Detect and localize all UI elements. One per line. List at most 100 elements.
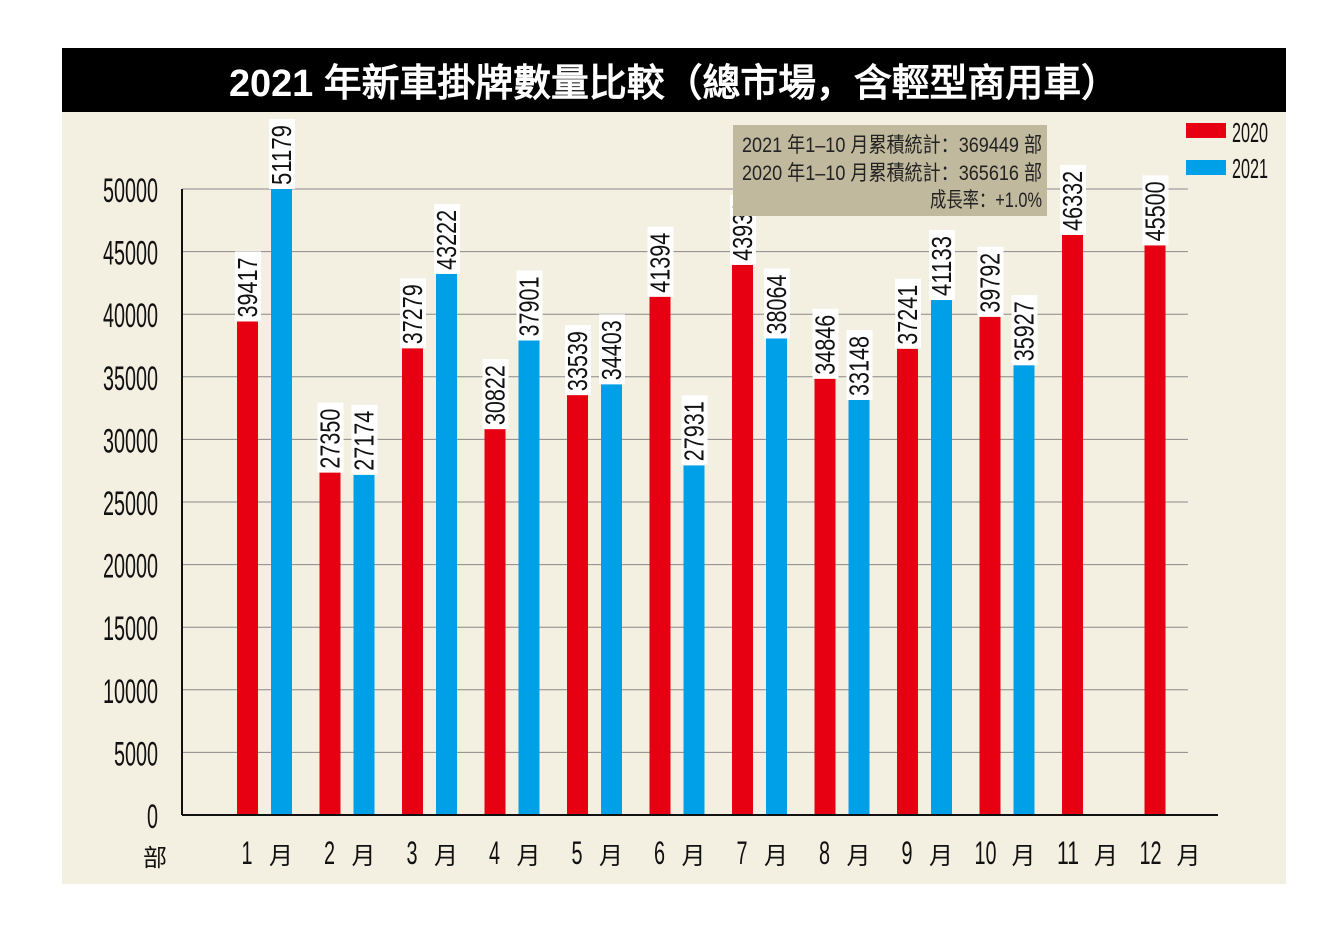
- x-tick-label: 12: [1140, 835, 1162, 871]
- x-tick-label: 6: [654, 835, 665, 871]
- x-tick-label: 7: [737, 835, 748, 871]
- data-label-background: [317, 402, 344, 473]
- data-label: 30822: [480, 365, 511, 425]
- annotation-line-3: 成長率：+1.0%: [930, 189, 1042, 212]
- x-tick-label: 9: [902, 835, 913, 871]
- data-label: 33148: [844, 336, 875, 396]
- x-tick-label: 11: [1057, 835, 1079, 871]
- data-label-background: [351, 404, 378, 475]
- data-label: 37901: [514, 276, 545, 336]
- data-label-background: [812, 308, 839, 379]
- annotation-line-1: 2021 年1–10 月累積統計：369449 部: [742, 134, 1042, 157]
- x-tick-month-suffix: 月: [1094, 843, 1118, 870]
- x-tick-label: 4: [489, 835, 500, 871]
- bar-2021-month-8: [848, 399, 870, 815]
- data-label: 51179: [266, 125, 297, 185]
- bar-2020-month-6: [649, 296, 671, 815]
- bar-2021-month-1: [271, 189, 292, 815]
- y-axis-unit-label: 部: [143, 845, 167, 872]
- x-tick-label: 8: [819, 835, 830, 871]
- data-label: 43222: [431, 210, 462, 270]
- bar-2021-month-10: [1013, 365, 1035, 815]
- data-label: 41133: [926, 236, 957, 296]
- x-tick-month-suffix: 月: [929, 843, 953, 870]
- data-label-background: [681, 395, 708, 466]
- data-label: 34846: [810, 315, 841, 375]
- x-tick-month-suffix: 月: [517, 843, 541, 870]
- data-label: 34403: [596, 320, 627, 380]
- bar-2020-month-9: [897, 348, 918, 815]
- data-label-background: [977, 246, 1004, 317]
- data-label-background: [482, 359, 509, 430]
- x-tick-label: 10: [975, 835, 997, 871]
- bar-2020-month-7: [732, 264, 753, 815]
- x-tick-month-suffix: 月: [682, 843, 706, 870]
- x-tick-month-suffix: 月: [1177, 843, 1201, 870]
- data-label-background: [565, 325, 591, 396]
- data-label: 45500: [1140, 181, 1171, 241]
- data-label-background: [764, 268, 790, 339]
- bar-2021-month-5: [601, 384, 622, 815]
- data-label-background: [929, 230, 955, 301]
- data-label: 33539: [562, 331, 593, 391]
- bar-2020-month-5: [567, 395, 588, 815]
- data-label-background: [1142, 175, 1169, 246]
- data-label-background: [400, 278, 426, 349]
- annotation-box: 2021 年1–10 月累積統計：369449 部 2020 年1–10 月累積…: [733, 125, 1047, 216]
- data-label-background: [1060, 164, 1086, 235]
- data-label-background: [846, 329, 873, 400]
- chart-title: 2021 年新車掛牌數量比較（總市場，含輕型商用車）: [229, 63, 1119, 105]
- y-tick-label: 5000: [114, 735, 158, 773]
- x-tick-month-suffix: 月: [434, 843, 458, 870]
- bar-2021-month-9: [931, 300, 952, 815]
- data-label-background: [1011, 295, 1038, 366]
- annotation-line-2: 2020 年1–10 月累積統計：365616 部: [742, 162, 1042, 185]
- data-label: 39417: [232, 257, 263, 317]
- legend-swatch-2020: [1186, 123, 1226, 138]
- data-label: 39792: [975, 253, 1006, 313]
- x-tick-month-suffix: 月: [352, 843, 376, 870]
- legend: 2020 2021: [1186, 117, 1268, 184]
- data-label: 41394: [645, 233, 676, 293]
- bar-2021-month-7: [766, 338, 787, 815]
- data-label: 37241: [892, 285, 923, 345]
- x-tick-label: 2: [324, 835, 335, 871]
- data-label: 27931: [679, 401, 710, 461]
- data-label-background: [599, 314, 625, 385]
- y-tick-label: 10000: [103, 673, 158, 711]
- bar-2021-month-3: [436, 273, 457, 815]
- data-label: 46332: [1057, 171, 1088, 231]
- bar-2020-month-4: [484, 429, 506, 815]
- x-tick-month-suffix: 月: [847, 843, 871, 870]
- y-tick-label: 20000: [103, 548, 158, 586]
- legend-label-2021: 2021: [1232, 153, 1268, 184]
- y-tick-label: 35000: [103, 360, 158, 398]
- y-tick-label: 40000: [103, 297, 158, 335]
- bar-2021-month-2: [353, 474, 375, 815]
- data-label-background: [434, 203, 460, 274]
- bar-2021-month-4: [518, 340, 540, 815]
- bar-2020-month-11: [1062, 234, 1083, 816]
- data-label: 27350: [315, 409, 346, 469]
- x-tick-month-suffix: 月: [269, 843, 293, 870]
- data-label: 35927: [1009, 301, 1040, 361]
- y-tick-label: 15000: [103, 610, 158, 648]
- data-label-background: [647, 226, 674, 297]
- bar-2020-month-3: [402, 348, 423, 815]
- title-bar: [62, 48, 1286, 112]
- y-tick-label: 50000: [103, 172, 158, 210]
- x-tick-label: 5: [572, 835, 583, 871]
- data-label: 27174: [349, 411, 380, 471]
- data-label-background: [235, 251, 261, 322]
- y-tick-label: 25000: [103, 485, 158, 523]
- bar-2020-month-10: [979, 316, 1001, 815]
- y-tick-label: 0: [147, 798, 158, 836]
- data-label-background: [895, 278, 921, 349]
- bar-2020-month-2: [319, 472, 341, 815]
- bar-2020-month-1: [237, 321, 258, 815]
- x-tick-label: 3: [407, 835, 418, 871]
- data-label-background: [516, 270, 543, 341]
- data-label: 38064: [761, 274, 792, 334]
- data-label-background: [269, 119, 295, 189]
